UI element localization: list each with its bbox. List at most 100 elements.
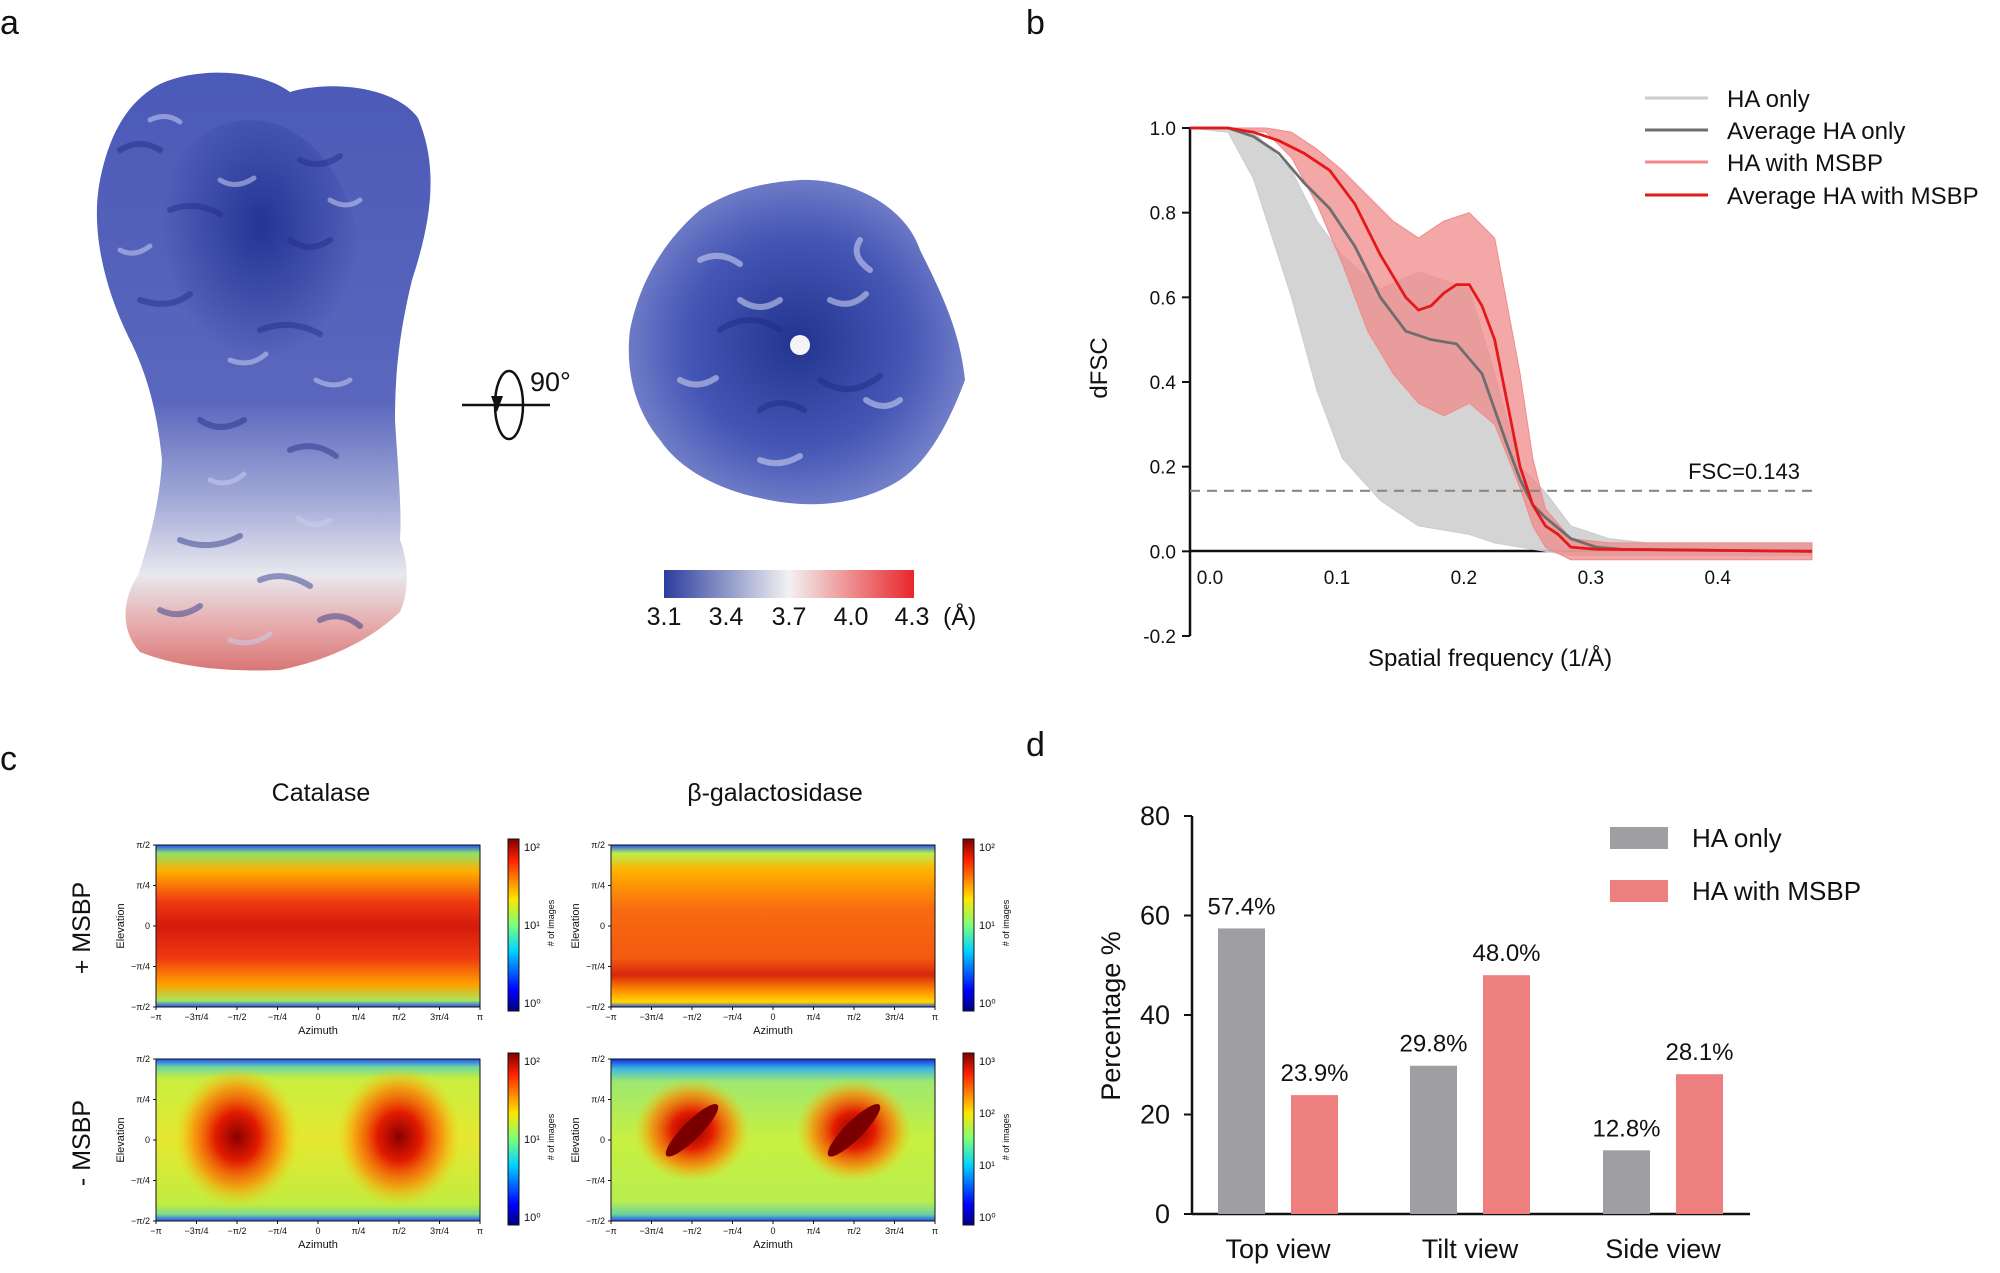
colorbar-tick-4.3: 4.3 <box>895 603 930 631</box>
heatmap--galactosidase-msbp: −π −3π/4 −π/2 −π/4 0 π/4 π/2 3π/4 π π/2 π/4 0 −π/4 −π… <box>570 1052 1011 1251</box>
row-label-plus-msbp: + MSBP <box>68 882 96 974</box>
bar-value-label: 29.8% <box>1399 1031 1467 1058</box>
heatmap-x-tick-label: −π/4 <box>268 1226 287 1236</box>
heatmap-x-tick-label: 3π/4 <box>885 1226 904 1236</box>
heatmap-x-tick-label: −π/2 <box>228 1226 247 1236</box>
panel-letter-a: a <box>0 4 19 42</box>
heatmap-x-tick-label: −π <box>605 1012 616 1022</box>
dfsc-x-tick-label: 0.4 <box>1705 568 1732 589</box>
bar-value-label: 48.0% <box>1472 940 1540 967</box>
heatmap-y-tick-label: 0 <box>145 1135 150 1145</box>
heatmap-x-tick-label: 3π/4 <box>430 1226 449 1236</box>
heatmap-y-tick-label: π/2 <box>591 1054 605 1064</box>
dfsc-chart: -0.2 0.0 0.2 0.4 0.6 0.8 1.0 0.0 0.1 0.2 0.3 0.4 F… <box>1086 86 1979 672</box>
heatmap-y-tick-label: π/2 <box>591 840 605 850</box>
colorbar-tick-label: 10⁰ <box>524 998 541 1010</box>
bar-y-axis-label: Percentage % <box>1096 931 1126 1101</box>
heatmap-y-tick-label: −π/4 <box>131 1176 150 1186</box>
heatmap-y-axis-label: Elevation <box>570 1117 582 1162</box>
dfsc-y-tick-label: 1.0 <box>1150 119 1176 140</box>
dfsc-x-tick-label: 0.3 <box>1578 568 1604 589</box>
heatmap-x-tick-label: π/4 <box>352 1226 366 1236</box>
colorbar-tick-label: 10² <box>979 842 995 854</box>
bar-y-tick-label: 60 <box>1140 901 1170 931</box>
colorbar-tick-3.1: 3.1 <box>647 603 682 631</box>
rotation-symbol <box>462 369 550 441</box>
heatmap--galactosidase-msbp: −π −3π/4 −π/2 −π/4 0 π/4 π/2 3π/4 π π/2 π/4 0 −π/4 −π… <box>570 838 1011 1037</box>
heatmap-y-tick-label: π/4 <box>136 1095 150 1105</box>
heatmap-x-tick-label: 0 <box>315 1012 320 1022</box>
bar-value-label: 23.9% <box>1280 1060 1348 1087</box>
heatmap-y-tick-label: −π/2 <box>586 1002 605 1012</box>
colorbar-tick-label: 10² <box>524 1056 540 1068</box>
heatmap-x-tick-label: −3π/4 <box>640 1012 664 1022</box>
bar-y-tick-label: 0 <box>1155 1199 1170 1229</box>
heatmap-x-tick-label: 0 <box>770 1226 775 1236</box>
dfsc-x-tick-label: 0.1 <box>1324 568 1350 589</box>
colorbar-label: # of images <box>1001 1113 1011 1160</box>
bar-ha-only-tilt-view <box>1410 1065 1457 1214</box>
colorbar-tick-label: 10⁰ <box>979 1212 996 1224</box>
local-resolution-colorbar <box>664 570 914 598</box>
legend-label-ha-only-bar: HA only <box>1692 823 1782 853</box>
heatmap-x-tick-label: −3π/4 <box>185 1226 209 1236</box>
dfsc-legend: HA only Average HA only HA with MSBP Ave… <box>1645 86 1979 210</box>
heatmap-catalase-msbp: −π −3π/4 −π/2 −π/4 0 π/4 π/2 3π/4 π π/2 π/4 0 −π/4 −π… <box>115 838 556 1037</box>
heatmap-x-tick-label: π <box>477 1012 483 1022</box>
top-view-density-map <box>628 179 965 505</box>
heatmap-y-tick-label: π/4 <box>591 881 605 891</box>
colorbar-tick-4.0: 4.0 <box>834 603 869 631</box>
band-ha-with-msbp <box>1190 127 1813 561</box>
dfsc-y-tick-label: 0.6 <box>1150 288 1176 309</box>
colorbar-unit: (Å) <box>943 601 976 631</box>
panel-letter-c: c <box>0 740 17 778</box>
dfsc-x-tick-label: 0.0 <box>1197 568 1223 589</box>
view-distribution-chart: 0 20 40 60 80 57.4% 23.9% 29.8% 48.0% 12.8% 28.1%… <box>1096 801 1861 1264</box>
row-label-minus-msbp: - MSBP <box>68 1100 96 1186</box>
legend-swatch-ha-with-msbp-bar <box>1610 880 1668 902</box>
heatmap-x-tick-label: 3π/4 <box>430 1012 449 1022</box>
heatmap-x-tick-label: −π/2 <box>683 1226 702 1236</box>
heatmap-y-axis-label: Elevation <box>115 1117 127 1162</box>
bar-legend: HA only HA with MSBP <box>1610 823 1861 906</box>
bar-value-label: 57.4% <box>1207 893 1275 920</box>
panel-letter-d: d <box>1026 726 1045 764</box>
heatmap-x-tick-label: −π <box>605 1226 616 1236</box>
heatmap-x-tick-label: −3π/4 <box>640 1226 664 1236</box>
colorbar-tick-label: 10¹ <box>524 920 540 932</box>
colorbar-tick-label: 10¹ <box>524 1134 540 1146</box>
heatmap-x-axis-label: Azimuth <box>298 1239 338 1251</box>
colorbar-label: # of images <box>1001 899 1011 946</box>
heatmap-x-tick-label: π/4 <box>352 1012 366 1022</box>
fsc-threshold-label: FSC=0.143 <box>1688 459 1800 484</box>
column-title-beta-galactosidase: β-galactosidase <box>687 779 863 807</box>
heatmap-x-tick-label: −π/4 <box>723 1226 742 1236</box>
heatmap-x-tick-label: −3π/4 <box>185 1012 209 1022</box>
heatmap-y-axis-label: Elevation <box>570 903 582 948</box>
heatmap-x-tick-label: π/4 <box>807 1226 821 1236</box>
heatmap-x-axis-label: Azimuth <box>753 1025 793 1037</box>
bar-ha-with-msbp-tilt-view <box>1483 975 1530 1214</box>
heatmap-y-tick-label: π/2 <box>136 840 150 850</box>
bar-y-tick-label: 40 <box>1140 1000 1170 1030</box>
heatmap-x-tick-label: π/2 <box>392 1226 406 1236</box>
bar-ha-only-side-view <box>1603 1150 1650 1214</box>
legend-swatch-ha-only-bar <box>1610 827 1668 849</box>
legend-label-ha-with-msbp: HA with MSBP <box>1727 150 1883 177</box>
line-average-ha-only <box>1190 126 1813 553</box>
colorbar-label: # of images <box>546 1113 556 1160</box>
bar-value-label: 12.8% <box>1592 1115 1660 1142</box>
bar-category-label: Side view <box>1605 1234 1721 1264</box>
heatmap-x-axis-label: Azimuth <box>298 1025 338 1037</box>
colorbar-label: # of images <box>546 899 556 946</box>
heatmap-x-tick-label: −π/4 <box>268 1012 287 1022</box>
heatmap-x-tick-label: −π/2 <box>683 1012 702 1022</box>
heatmap-x-tick-label: −π/2 <box>228 1012 247 1022</box>
heatmap-y-tick-label: 0 <box>145 921 150 931</box>
heatmap-x-tick-label: −π <box>150 1226 161 1236</box>
rotation-label: 90° <box>530 367 571 397</box>
heatmap-hotspot-core <box>827 1104 881 1157</box>
heatmap-field <box>155 844 481 1008</box>
heatmap-hotspot-core <box>665 1104 719 1157</box>
heatmap-x-tick-label: π/2 <box>392 1012 406 1022</box>
